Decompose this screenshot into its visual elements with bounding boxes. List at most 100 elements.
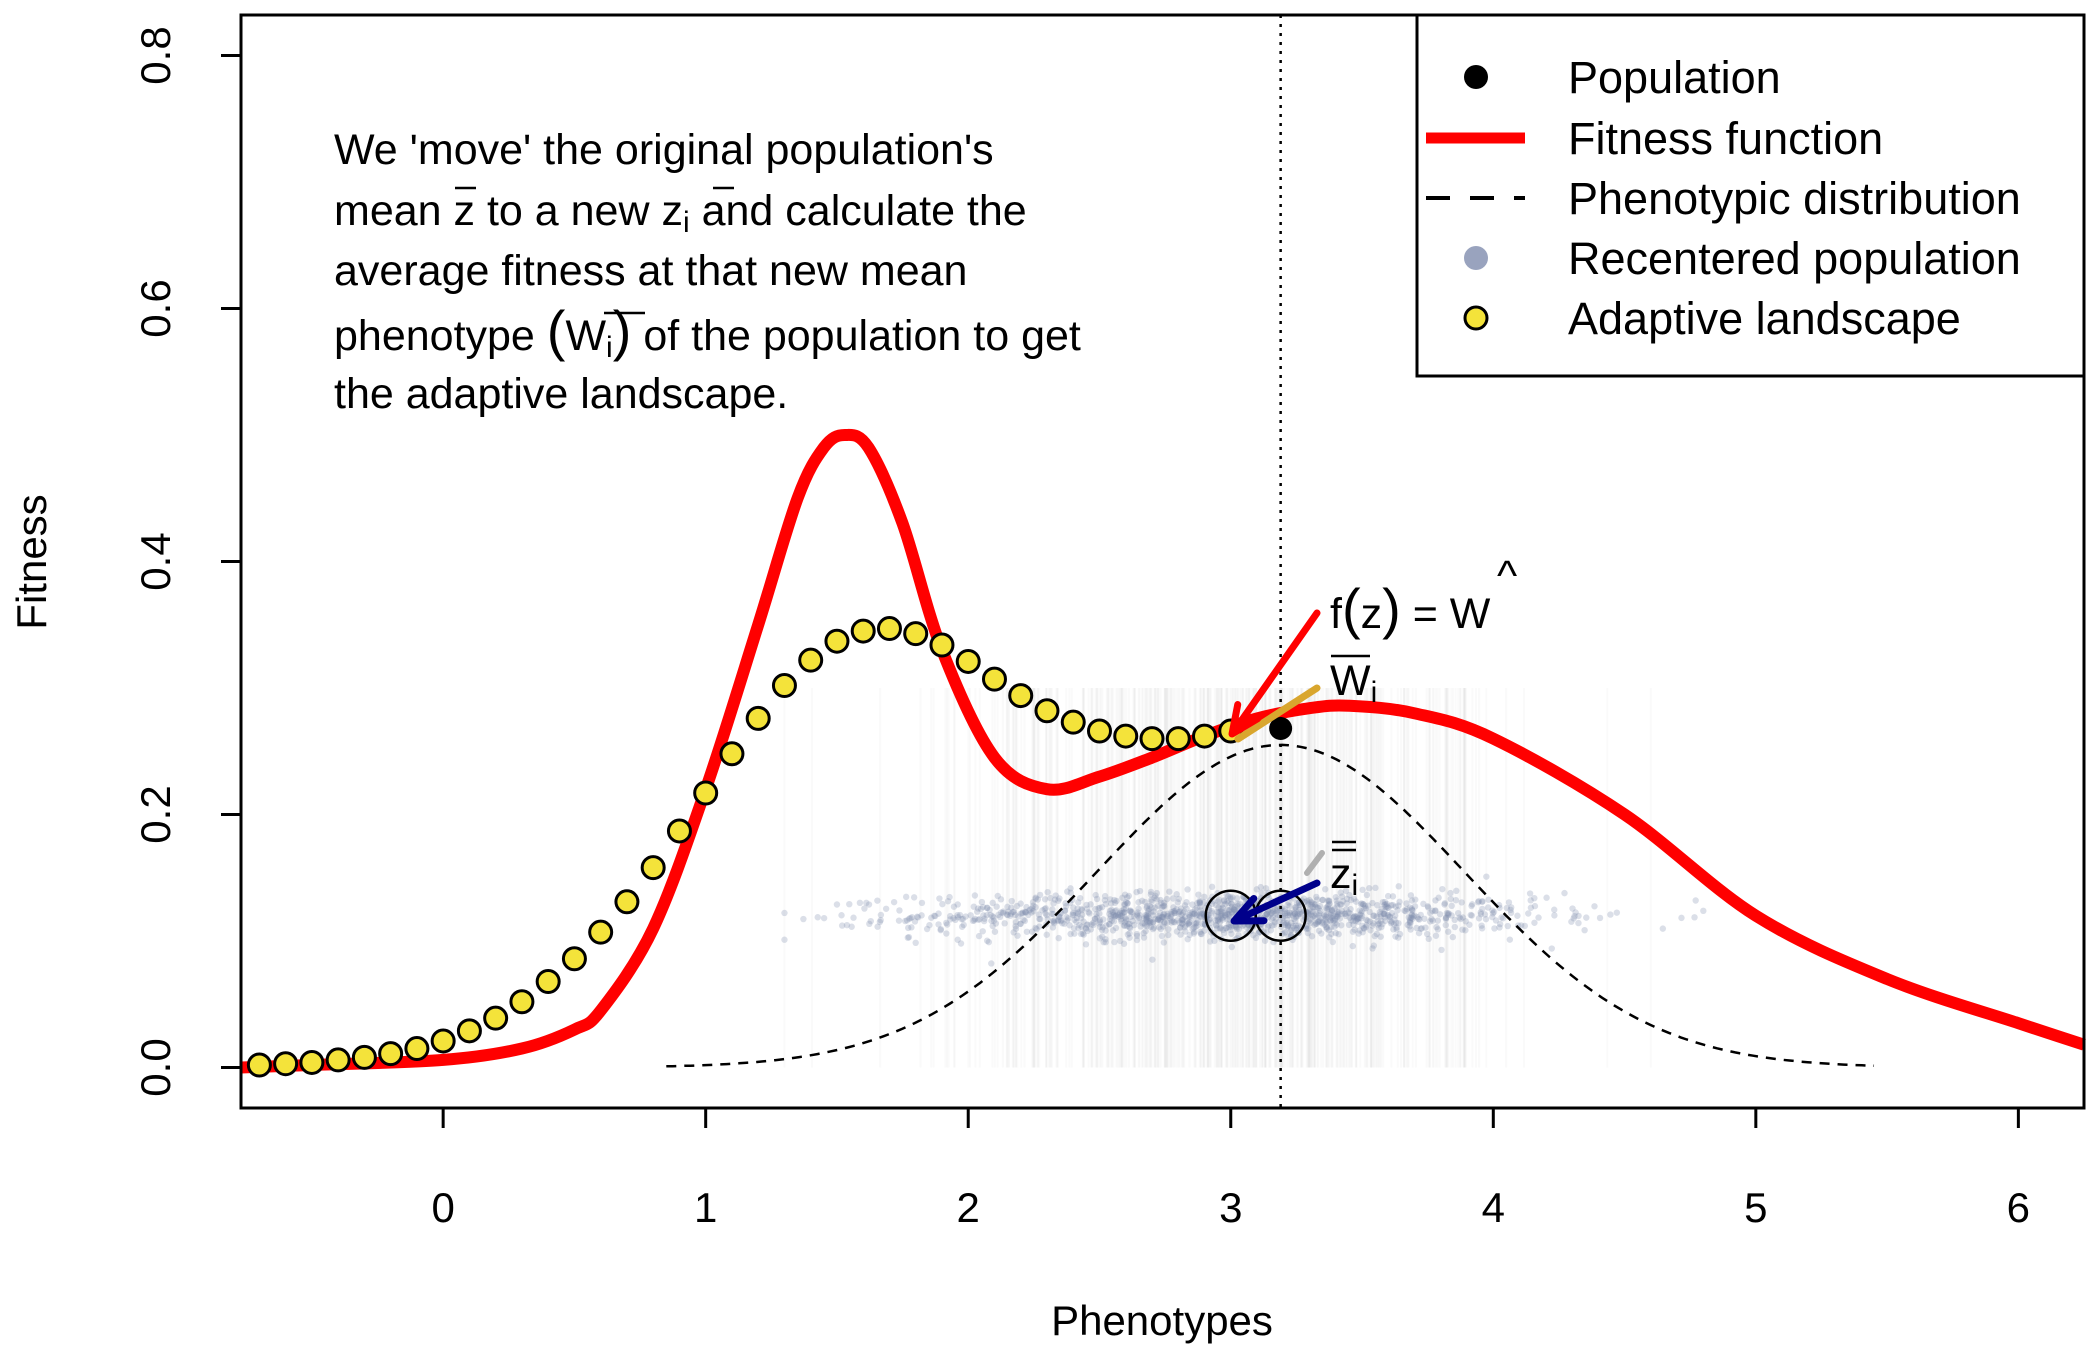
recentered-point	[1231, 906, 1238, 913]
recentered-point	[994, 892, 1001, 900]
recentered-point	[1395, 934, 1402, 941]
adaptive-landscape-point	[640, 855, 666, 881]
recentered-point	[1271, 919, 1278, 926]
recentered-point	[1123, 922, 1131, 930]
recentered-point	[1158, 904, 1165, 911]
recentered-point	[1127, 907, 1134, 914]
recentered-point	[1334, 913, 1341, 920]
recentered-point	[1381, 910, 1388, 918]
recentered-point	[1316, 917, 1323, 924]
recentered-point	[1692, 897, 1699, 904]
adaptive-landscape-point	[1060, 709, 1086, 735]
recentered-point	[1062, 903, 1070, 910]
recentered-point	[1268, 909, 1276, 917]
recentered-point	[1569, 905, 1576, 912]
recentered-point	[1479, 898, 1486, 905]
recentered-point	[1168, 917, 1175, 924]
recentered-point	[1507, 909, 1515, 917]
recentered-point	[1179, 915, 1186, 923]
recentered-point	[935, 921, 942, 928]
recentered-point	[1700, 907, 1707, 915]
recentered-point	[1323, 923, 1330, 931]
recentered-point	[991, 928, 999, 935]
recentered-point	[1051, 896, 1059, 903]
recentered-point	[1444, 928, 1452, 935]
recentered-point	[1164, 910, 1171, 917]
recentered-point	[1466, 921, 1473, 928]
recentered-point	[1361, 905, 1368, 912]
recentered-point	[1223, 906, 1230, 913]
recentered-point	[1425, 904, 1432, 911]
recentered-point	[1084, 921, 1091, 928]
recentered-point	[1447, 889, 1454, 897]
recentered-point	[1223, 924, 1230, 932]
recentered-point	[1350, 895, 1358, 902]
recentered-point	[1263, 911, 1271, 918]
recentered-point	[1034, 896, 1042, 903]
recentered-point	[1120, 909, 1128, 916]
recentered-point	[935, 910, 942, 917]
recentered-point	[1179, 910, 1187, 917]
recentered-point	[1478, 898, 1486, 905]
recentered-point	[1188, 914, 1196, 921]
recentered-point	[913, 913, 921, 920]
recentered-point	[1056, 895, 1063, 902]
recentered-point	[960, 921, 967, 929]
recentered-point	[1289, 912, 1297, 919]
recentered-point	[1490, 908, 1498, 916]
recentered-point	[1265, 922, 1272, 929]
recentered-point	[1361, 902, 1369, 910]
recentered-point	[1086, 910, 1093, 917]
recentered-point	[989, 913, 996, 920]
recentered-point	[1449, 933, 1456, 941]
recentered-point	[1082, 924, 1089, 932]
recentered-point	[1331, 923, 1338, 930]
recentered-point	[1135, 917, 1142, 925]
recentered-point	[1230, 906, 1237, 913]
recentered-point	[1102, 900, 1110, 908]
y-tick-label: 0.2	[132, 785, 179, 843]
recentered-point	[975, 916, 982, 923]
recentered-point	[1304, 925, 1312, 932]
recentered-point	[1422, 924, 1429, 931]
recentered-point	[1090, 919, 1097, 926]
recentered-point	[1229, 894, 1236, 901]
recentered-point	[1182, 922, 1189, 929]
recentered-point	[843, 921, 851, 929]
recentered-point	[1030, 908, 1037, 915]
recentered-point	[1312, 903, 1319, 911]
recentered-point	[1143, 902, 1151, 910]
recentered-point	[1352, 912, 1360, 920]
recentered-point	[1322, 915, 1329, 922]
recentered-point	[1338, 910, 1346, 917]
recentered-point	[1187, 913, 1194, 920]
recentered-point	[1044, 888, 1051, 896]
recentered-point	[1196, 903, 1204, 911]
recentered-point	[1154, 916, 1162, 923]
recentered-point	[984, 904, 991, 911]
recentered-point	[1407, 892, 1415, 899]
recentered-point	[1170, 918, 1177, 926]
recentered-point	[1112, 924, 1120, 932]
recentered-point	[908, 914, 916, 921]
recentered-point	[1121, 919, 1129, 926]
recentered-point	[1328, 915, 1336, 922]
explanation-line-2: mean z to a new zi and calculate the	[334, 187, 1027, 239]
recentered-point	[1481, 911, 1489, 918]
recentered-point	[1293, 912, 1300, 919]
recentered-point	[1328, 930, 1335, 938]
recentered-point	[1112, 907, 1120, 914]
recentered-point	[970, 917, 978, 924]
legend-symbol-point	[1463, 305, 1489, 331]
recentered-point	[1149, 918, 1157, 926]
recentered-point	[1313, 920, 1320, 927]
adaptive-landscape-point	[1165, 726, 1191, 752]
recentered-point	[1093, 910, 1100, 918]
adaptive-landscape-point	[430, 1028, 456, 1054]
recentered-point	[1222, 912, 1229, 919]
recentered-point	[1070, 925, 1078, 932]
recentered-point	[1420, 900, 1427, 908]
x-tick-label: 0	[431, 1184, 454, 1231]
recentered-point	[1459, 914, 1467, 921]
recentered-point	[1110, 911, 1118, 919]
